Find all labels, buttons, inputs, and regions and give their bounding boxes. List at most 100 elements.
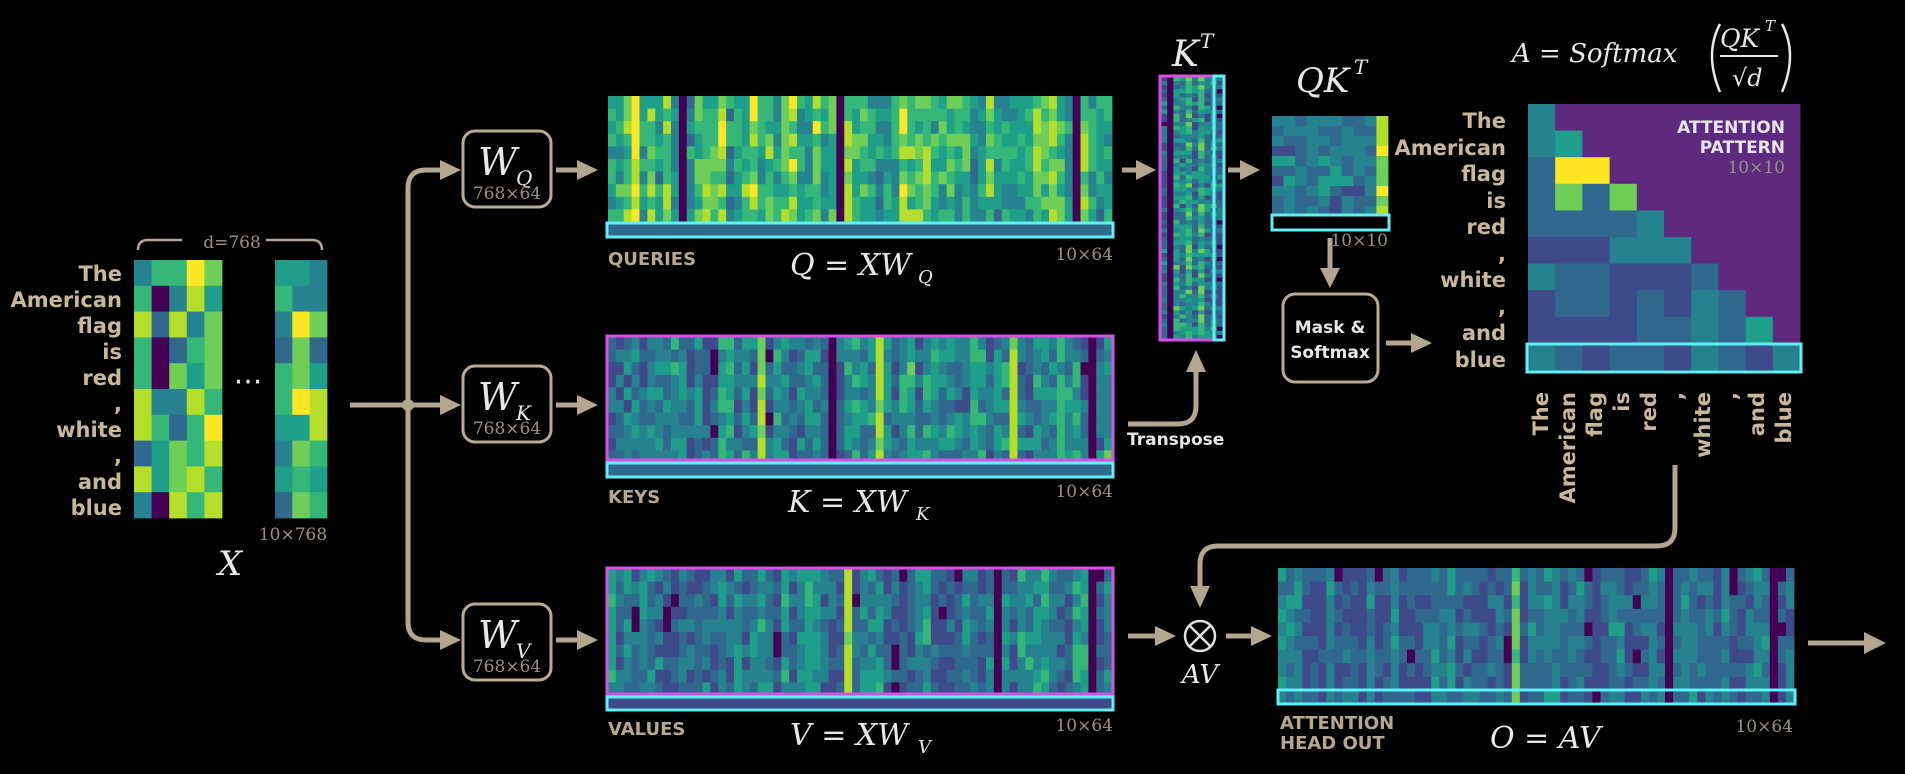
heatmap-cell [899, 606, 908, 620]
heatmap-cell [938, 362, 948, 376]
heatmap-cell [757, 669, 766, 683]
heatmap-cell [907, 184, 916, 198]
heatmap-cell [915, 108, 924, 122]
heatmap-cell [608, 196, 617, 210]
heatmap-cell [1326, 622, 1335, 637]
heatmap-cell [710, 412, 719, 426]
heatmap-cell [804, 606, 814, 620]
heatmap-cell [852, 146, 861, 160]
heatmap-cell [1439, 676, 1448, 691]
heatmap-cell [1204, 216, 1211, 221]
heatmap-cell [1025, 450, 1034, 464]
heatmap-cell [710, 146, 719, 160]
heatmap-cell [1072, 594, 1081, 608]
heatmap-cell [1080, 437, 1089, 451]
heatmap-cell [1025, 412, 1034, 426]
heatmap-cell [1025, 682, 1034, 696]
heatmap-cell [970, 349, 979, 363]
heatmap-cell [1636, 237, 1665, 264]
heatmap-cell [1001, 184, 1011, 198]
heatmap-cell [615, 121, 625, 135]
heatmap-cell [946, 121, 955, 135]
heatmap-cell [1179, 150, 1187, 156]
heatmap-cell [702, 606, 711, 620]
heatmap-cell [923, 569, 932, 582]
heatmap-cell [1718, 290, 1746, 318]
heatmap-cell [678, 425, 688, 439]
heatmap-cell [1568, 663, 1577, 678]
heatmap-cell [1009, 657, 1018, 671]
heatmap-cell [1358, 663, 1368, 678]
heatmap-cell [804, 594, 814, 608]
heatmap-cell [1192, 109, 1199, 115]
heatmap-cell [1568, 595, 1577, 610]
heatmap-cell [1179, 314, 1187, 319]
heatmap-cell [1033, 400, 1042, 413]
heatmap-cell [1185, 216, 1193, 221]
heatmap-cell [1192, 167, 1199, 172]
heatmap-cell [663, 374, 672, 388]
heatmap-cell [1009, 362, 1018, 376]
heatmap-cell [1173, 113, 1180, 119]
heatmap-cell [608, 594, 617, 608]
heatmap-cell [923, 581, 932, 595]
heatmap-cell [915, 362, 924, 376]
heatmap-cell [1096, 632, 1105, 645]
heatmap-cell [1334, 663, 1343, 678]
heatmap-cell [1286, 622, 1295, 637]
heatmap-cell [718, 159, 727, 172]
heatmap-cell [686, 632, 696, 645]
heatmap-cell [710, 133, 719, 147]
heatmap-cell [1198, 240, 1205, 246]
heatmap-cell [1640, 649, 1650, 664]
heatmap-cell [655, 644, 664, 658]
heatmap-cell [1161, 126, 1168, 131]
heatmap-cell [292, 337, 311, 364]
heatmap-cell [1697, 676, 1706, 691]
heatmap-cell [765, 606, 774, 620]
heatmap-cell [631, 400, 640, 413]
heatmap-cell [757, 349, 766, 363]
heatmap-cell [828, 121, 837, 135]
heatmap-cell [1056, 412, 1066, 426]
heatmap-cell [883, 606, 892, 620]
heatmap-cell [1632, 690, 1642, 705]
heatmap-cell [1721, 649, 1730, 664]
heatmap-cell [623, 133, 633, 147]
heatmap-cell [1204, 285, 1211, 291]
heatmap-cell [1495, 608, 1505, 623]
heatmap-cell [946, 581, 955, 595]
heatmap-cell [647, 669, 656, 683]
heatmap-cell [1096, 196, 1105, 210]
heatmap-cell [1455, 663, 1464, 678]
heatmap-cell [1001, 96, 1011, 109]
heatmap-cell [1582, 210, 1610, 238]
heatmap-cell [1167, 81, 1174, 86]
heatmap-cell [860, 632, 869, 645]
heatmap-cell [749, 400, 759, 413]
heatmap-cell [1096, 669, 1105, 683]
heatmap-cell [1555, 263, 1583, 291]
heatmap-cell [970, 581, 979, 595]
heatmap-cell [978, 146, 987, 160]
heatmap-cell [647, 184, 656, 198]
heatmap-cell [1376, 166, 1389, 177]
heatmap-cell [1198, 130, 1205, 135]
heatmap-cell [1769, 676, 1779, 691]
heatmap-cell [639, 146, 648, 160]
heatmap-cell [1656, 581, 1666, 596]
heatmap-cell [962, 581, 971, 595]
heatmap-cell [749, 133, 759, 147]
heatmap-cell [1198, 224, 1205, 229]
heatmap-cell [647, 594, 656, 608]
heatmap-cell [1294, 581, 1303, 596]
heatmap-cell [718, 362, 727, 376]
heatmap-cell [765, 594, 774, 608]
heatmap-cell [954, 121, 963, 135]
heatmap-cell [1033, 121, 1042, 135]
heatmap-cell [1777, 595, 1787, 610]
heatmap-cell [789, 121, 798, 135]
heatmap-cell [1216, 138, 1224, 143]
heatmap-cell [1216, 326, 1224, 332]
heatmap-cell [710, 121, 719, 135]
